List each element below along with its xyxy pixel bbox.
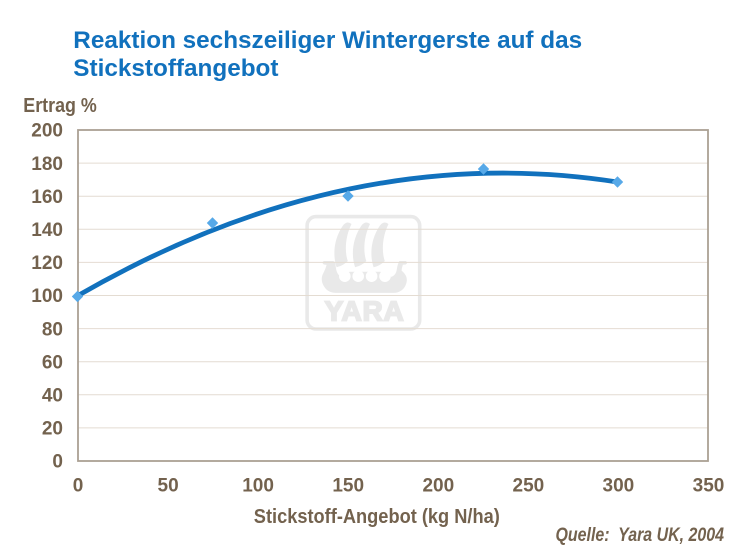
svg-text:160: 160 <box>31 187 63 208</box>
svg-text:40: 40 <box>42 386 63 407</box>
svg-text:80: 80 <box>42 319 63 340</box>
svg-text:200: 200 <box>31 121 63 142</box>
svg-text:250: 250 <box>513 476 545 497</box>
svg-text:YARA: YARA <box>325 295 405 326</box>
svg-text:0: 0 <box>73 476 84 497</box>
svg-text:150: 150 <box>332 476 364 497</box>
svg-text:140: 140 <box>31 220 63 241</box>
svg-text:350: 350 <box>693 476 725 497</box>
svg-text:0: 0 <box>52 452 63 473</box>
svg-text:100: 100 <box>242 476 274 497</box>
svg-text:180: 180 <box>31 154 63 175</box>
svg-text:20: 20 <box>42 419 63 440</box>
svg-text:Stickstoff-Angebot (kg N/ha): Stickstoff-Angebot (kg N/ha) <box>254 505 500 528</box>
svg-text:Ertrag %: Ertrag % <box>23 94 97 117</box>
svg-text:300: 300 <box>603 476 635 497</box>
svg-text:200: 200 <box>422 476 454 497</box>
svg-text:60: 60 <box>42 352 63 373</box>
svg-text:100: 100 <box>31 286 63 307</box>
svg-text:Quelle: Yara UK, 2004: Quelle: Yara UK, 2004 <box>556 524 725 546</box>
svg-text:120: 120 <box>31 253 63 274</box>
svg-text:50: 50 <box>158 476 179 497</box>
